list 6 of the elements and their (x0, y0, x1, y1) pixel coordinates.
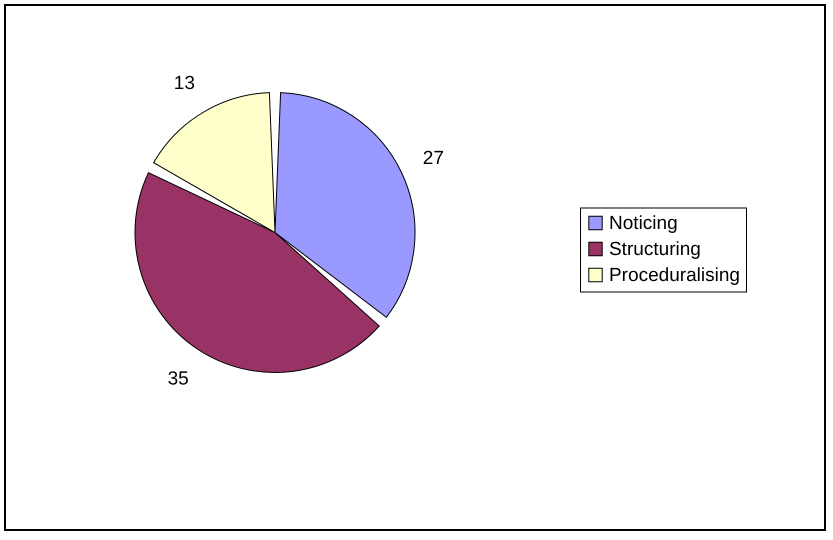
legend-label: Structuring (609, 239, 701, 260)
data-label: 35 (168, 368, 189, 390)
legend-label: Noticing (609, 213, 678, 234)
legend-label: Proceduralising (609, 265, 740, 286)
data-label: 13 (174, 72, 195, 94)
data-label: 27 (422, 148, 444, 169)
